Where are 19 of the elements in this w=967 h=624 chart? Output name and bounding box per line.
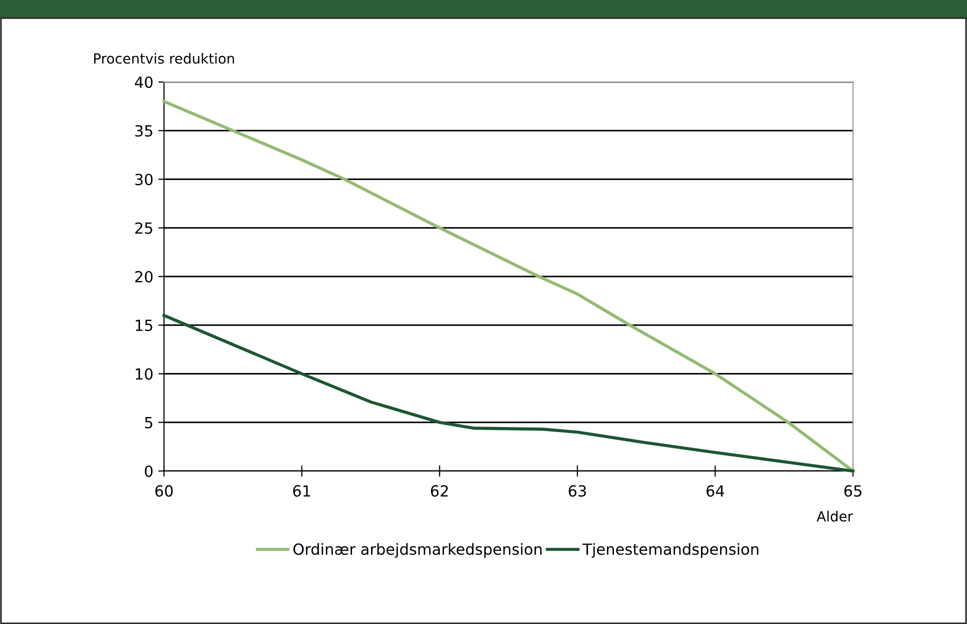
y-tick-label: 20 xyxy=(135,270,153,283)
y-tick-label: 15 xyxy=(136,320,152,332)
y-tick-label: 30 xyxy=(135,174,153,186)
legend-label: Ordinær arbejdsmarkedspension xyxy=(293,543,542,558)
x-axis-title: Alder xyxy=(816,510,853,522)
y-tick-label: 40 xyxy=(134,76,153,88)
y-tick-label: 25 xyxy=(135,222,152,234)
y-axis-title: Procentvis reduktion xyxy=(94,53,234,64)
legend-label: Tjenestemandspension xyxy=(582,543,758,558)
x-tick-label: 63 xyxy=(568,485,586,497)
y-tick-label: 5 xyxy=(145,417,152,428)
x-tick-label: 61 xyxy=(293,485,310,497)
x-tick-label: 60 xyxy=(155,485,173,497)
y-tick-label: 35 xyxy=(135,125,152,137)
x-tick-label: 65 xyxy=(844,485,862,497)
x-tick-label: 64 xyxy=(706,485,724,497)
y-tick-label: 10 xyxy=(136,368,153,380)
y-tick-label: 0 xyxy=(144,465,153,478)
x-tick-label: 62 xyxy=(430,485,448,497)
